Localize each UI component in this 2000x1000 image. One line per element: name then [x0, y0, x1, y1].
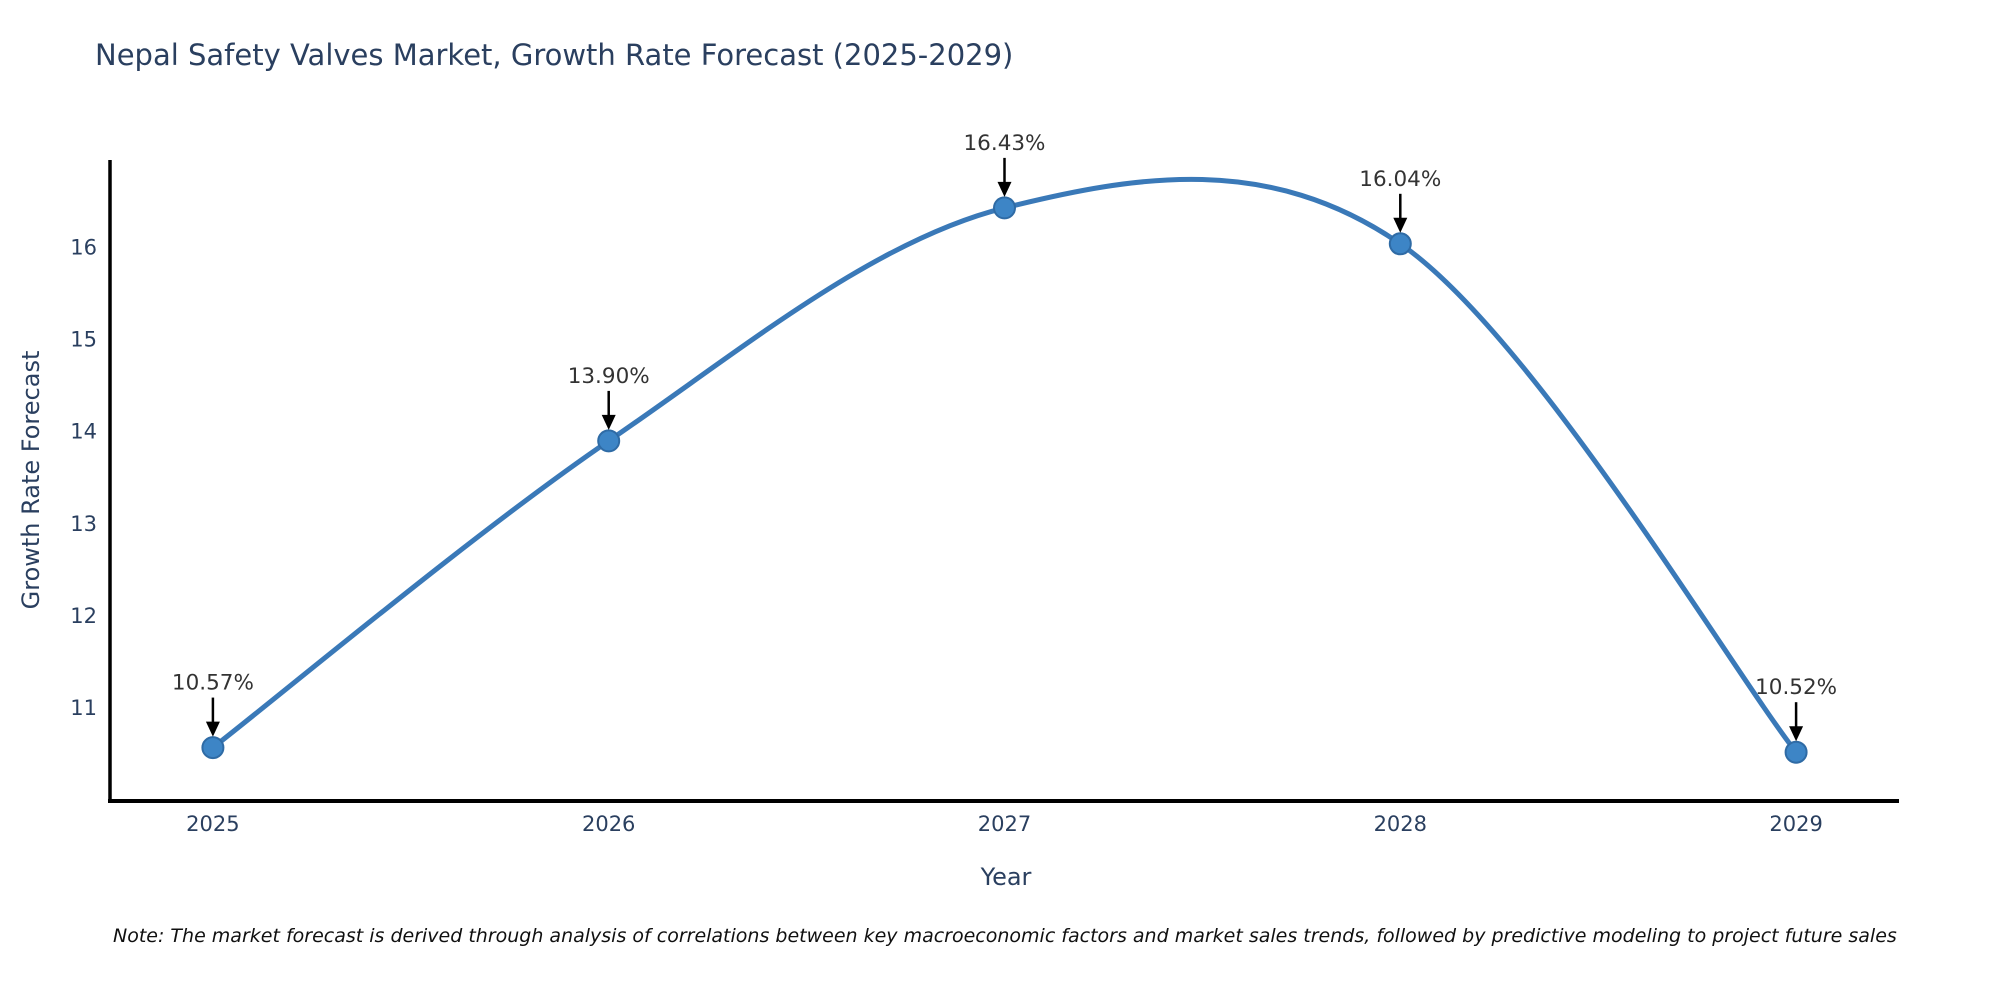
chart-title: Nepal Safety Valves Market, Growth Rate …	[95, 38, 1014, 72]
x-tick-label: 2029	[1769, 812, 1822, 836]
annotation-arrowhead	[997, 181, 1012, 197]
data-point-marker	[201, 736, 225, 760]
x-axis-title: Year	[980, 863, 1032, 891]
point-value-label: 16.43%	[964, 131, 1046, 156]
annotation-arrowhead	[1393, 217, 1408, 233]
x-tick-label: 2025	[186, 812, 239, 836]
data-point-marker	[1784, 740, 1808, 764]
annotation-arrowhead	[205, 721, 220, 737]
y-axis-title: Growth Rate Forecast	[17, 350, 45, 610]
y-tick-label: 12	[70, 604, 97, 628]
y-tick-label: 14	[70, 420, 97, 444]
data-point-marker	[1388, 232, 1412, 256]
point-value-label: 13.90%	[568, 364, 650, 389]
y-tick-label: 15	[70, 328, 97, 352]
y-tick-label: 11	[70, 696, 97, 720]
point-value-label: 10.52%	[1755, 675, 1837, 700]
data-point-marker	[993, 196, 1016, 220]
x-tick-label: 2028	[1374, 812, 1427, 836]
y-tick-label: 16	[70, 235, 97, 259]
point-value-label: 16.04%	[1359, 167, 1441, 192]
annotation-arrowhead	[601, 414, 616, 430]
x-tick-label: 2026	[582, 812, 635, 836]
y-tick-label: 13	[70, 512, 97, 536]
series-line	[210, 176, 1799, 755]
annotation-arrowhead	[1789, 726, 1804, 742]
x-tick-label: 2027	[978, 812, 1031, 836]
point-value-label: 10.57%	[172, 671, 254, 696]
data-point-marker	[597, 429, 621, 453]
footnote: Note: The market forecast is derived thr…	[113, 925, 1897, 947]
